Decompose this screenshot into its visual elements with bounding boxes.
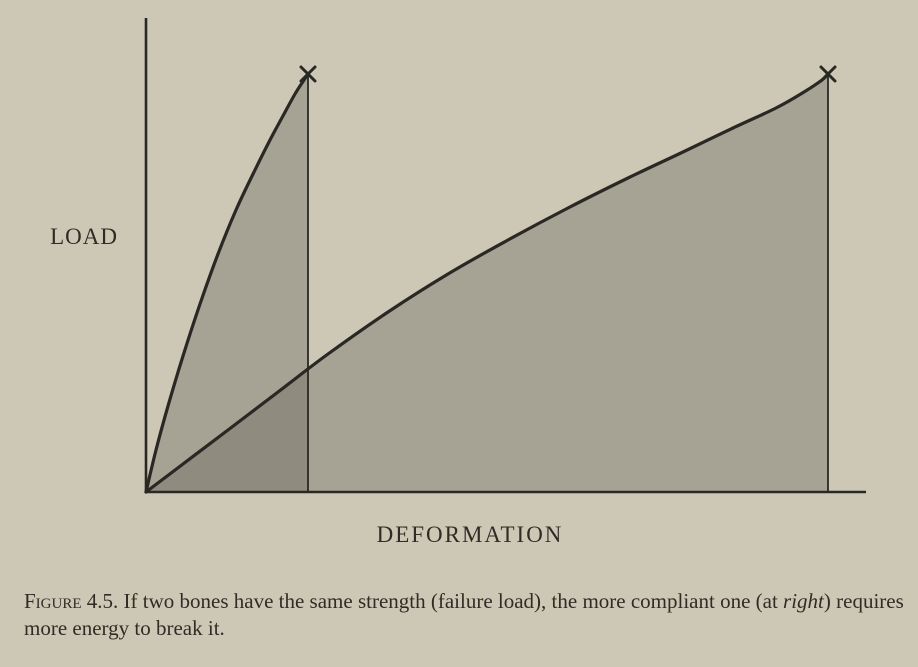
chart-svg xyxy=(128,16,868,494)
caption-italic-word: right xyxy=(783,589,824,613)
x-axis-label: DEFORMATION xyxy=(300,522,640,548)
figure-caption: Figure 4.5. If two bones have the same s… xyxy=(24,588,904,642)
chart-plot-area xyxy=(128,16,868,494)
page: LOAD DEFORMATION Figure 4.5. If two bone… xyxy=(0,0,918,667)
y-axis-label: LOAD xyxy=(22,224,118,250)
figure-label: Figure 4.5. xyxy=(24,589,118,613)
caption-text-1: If two bones have the same strength (fai… xyxy=(118,589,783,613)
